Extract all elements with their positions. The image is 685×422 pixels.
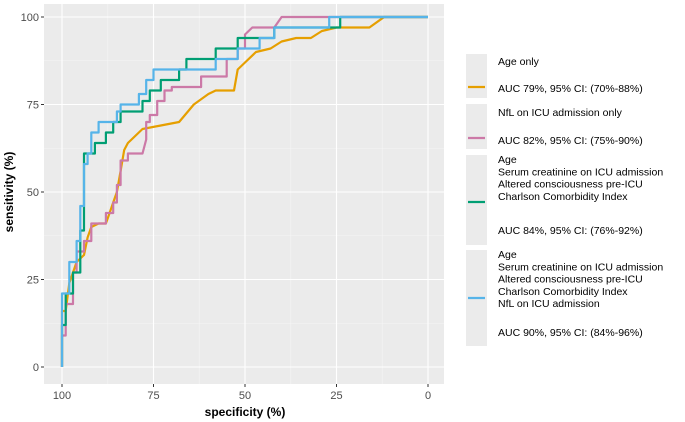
legend-label-line: Serum creatinine on ICU admission [498,166,663,178]
y-axis-ticks: 0 25 50 75 100 [21,12,44,374]
legend-auc-label: AUC 90%, 95% CI: (84%-96%) [498,327,643,339]
legend-label-line: Charlson Comorbidity Index [498,191,628,203]
legend-label-line: Charlson Comorbidity Index [498,286,628,298]
x-tick-label: 100 [53,390,71,402]
legend-auc-label: AUC 79%, 95% CI: (70%-88%) [498,83,643,95]
legend-key-background [466,104,487,149]
legend-auc-label: AUC 82%, 95% CI: (75%-90%) [498,135,643,147]
legend-label-line: Altered consciousness pre-ICU [498,179,643,191]
legend-label-line: NfL on ICU admission only [498,107,623,119]
legend-label-line: Age only [498,56,540,68]
x-tick-label: 0 [425,390,431,402]
y-tick-label: 0 [33,362,39,374]
y-tick-label: 100 [21,12,39,24]
legend-key-background [466,155,487,245]
legend-auc-label: AUC 84%, 95% CI: (76%-92%) [498,225,643,237]
y-tick-label: 50 [27,187,39,199]
y-tick-label: 25 [27,275,39,287]
plot-panel [44,4,444,384]
legend-label-line: NfL on ICU admission [498,298,600,310]
roc-curves [60,15,428,367]
legend-label-line: Age [498,249,517,261]
x-tick-label: 50 [239,390,251,402]
x-tick-label: 75 [147,390,159,402]
legend: Age only AUC 79%, 95% CI: (70%-88%) NfL on… [466,54,663,346]
roc-curve-series-4 [60,15,428,367]
major-gridlines [44,4,444,384]
x-axis-title: specificity (%) [205,405,286,419]
legend-label-line: Altered consciousness pre-ICU [498,274,643,286]
minor-gridlines [44,4,444,384]
roc-curve-series-1 [60,15,428,367]
legend-label-line: Serum creatinine on ICU admission [498,261,663,273]
legend-key-background [466,54,487,98]
y-tick-label: 75 [27,100,39,112]
legend-label-line: Age [498,154,517,166]
x-axis-ticks: 100 75 50 25 0 [53,384,431,402]
y-axis-title: sensitivity (%) [2,152,16,233]
x-tick-label: 25 [330,390,342,402]
